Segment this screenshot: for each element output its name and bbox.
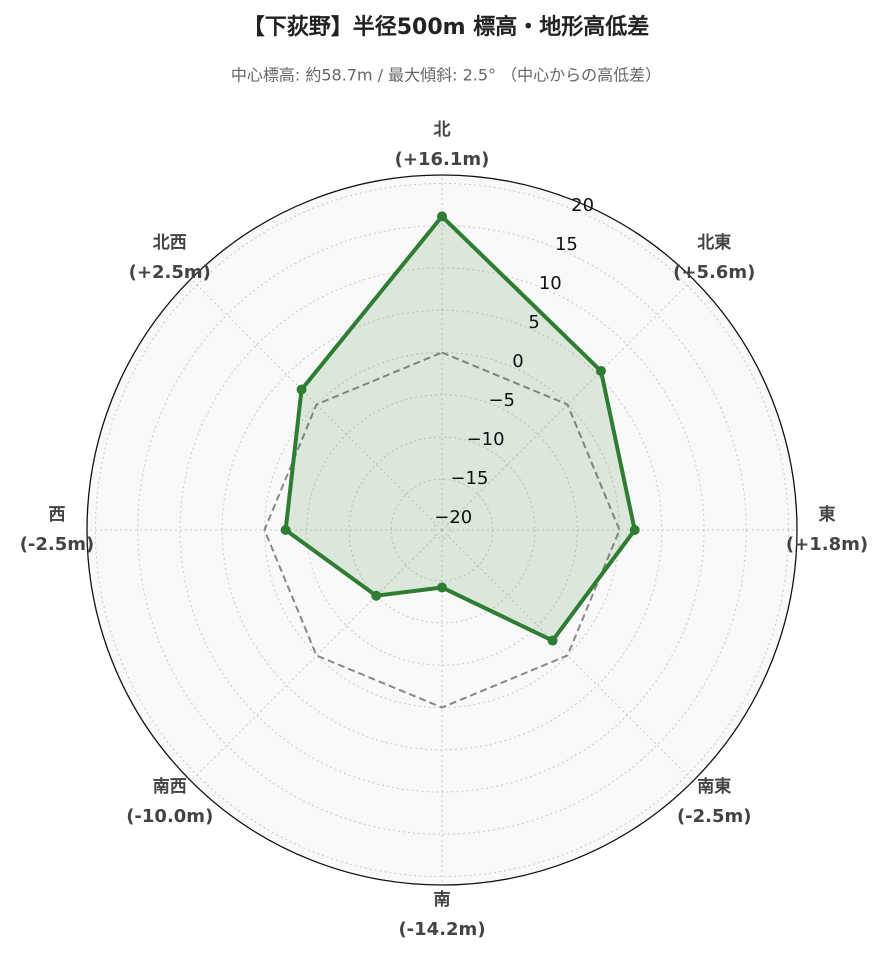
value-label: (-10.0m) <box>126 806 213 827</box>
value-label: (+2.5m) <box>129 262 211 283</box>
outer-circle <box>86 174 798 886</box>
value-label: (+16.1m) <box>395 149 490 170</box>
radial-tick-label: −5 <box>488 390 515 411</box>
value-label: (+5.6m) <box>673 262 755 283</box>
angular-grid-line <box>441 529 694 782</box>
data-point <box>296 384 307 395</box>
grid-circle <box>221 309 663 751</box>
category-label: 北 <box>434 120 451 140</box>
radial-tick-label: 15 <box>555 234 578 255</box>
grid-circle <box>137 225 747 835</box>
category-label: 東 <box>819 504 836 525</box>
angular-grid-line <box>190 529 443 782</box>
value-label: (-14.2m) <box>398 919 485 940</box>
grid-circle <box>433 521 451 539</box>
category-label: 北東 <box>697 232 731 253</box>
grid-circle <box>348 436 536 624</box>
category-label: 北西 <box>153 233 187 253</box>
radial-tick-label: −10 <box>467 429 505 450</box>
chart-subtitle: 中心標高: 約58.7m / 最大傾斜: 2.5° （中心からの高低差） <box>231 66 661 85</box>
data-point <box>547 635 558 646</box>
angular-grid-line <box>190 278 443 531</box>
angular-grid-line <box>441 278 694 531</box>
radial-tick-label: 0 <box>512 351 523 372</box>
radial-tick-label: −20 <box>434 507 472 528</box>
category-label: 南東 <box>697 776 731 797</box>
data-point <box>437 582 447 593</box>
radial-tick-label: −15 <box>450 468 488 489</box>
data-point <box>280 525 291 535</box>
data-point <box>437 211 447 222</box>
data-point <box>629 525 640 535</box>
category-label: 西 <box>49 505 66 525</box>
value-label: (+1.8m) <box>786 534 868 555</box>
category-label: 南西 <box>153 776 187 797</box>
reference-line <box>263 351 621 709</box>
chart-title: 【下荻野】半径500m 標高・地形高低差 <box>243 14 650 40</box>
value-label: (-2.5m) <box>20 534 95 555</box>
data-point <box>595 366 606 377</box>
data-point <box>371 590 382 601</box>
radial-tick-label: 20 <box>571 195 594 216</box>
radial-tick-label: 5 <box>528 312 539 333</box>
category-label: 南 <box>434 889 451 910</box>
value-label: (-2.5m) <box>677 806 752 827</box>
grid-circle <box>179 267 705 793</box>
radial-tick-label: 10 <box>539 273 562 294</box>
